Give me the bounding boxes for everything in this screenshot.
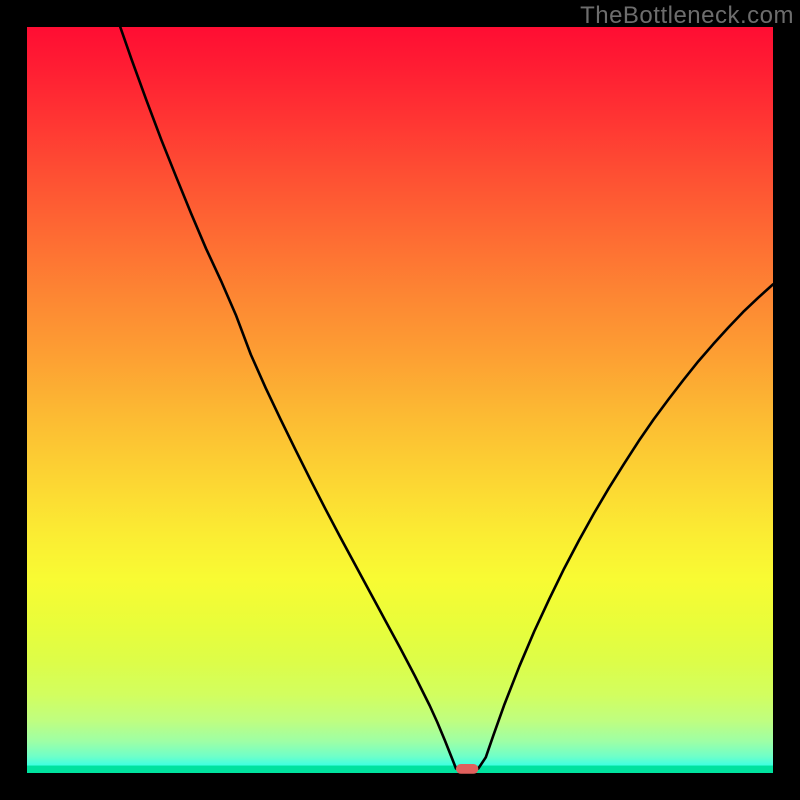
optimal-point-marker xyxy=(456,764,478,774)
bottom-green-band xyxy=(27,766,773,773)
watermark-text: TheBottleneck.com xyxy=(580,2,794,30)
chart-container: TheBottleneck.com xyxy=(0,0,800,800)
bottleneck-curve-chart xyxy=(0,0,800,800)
plot-background xyxy=(27,27,773,773)
